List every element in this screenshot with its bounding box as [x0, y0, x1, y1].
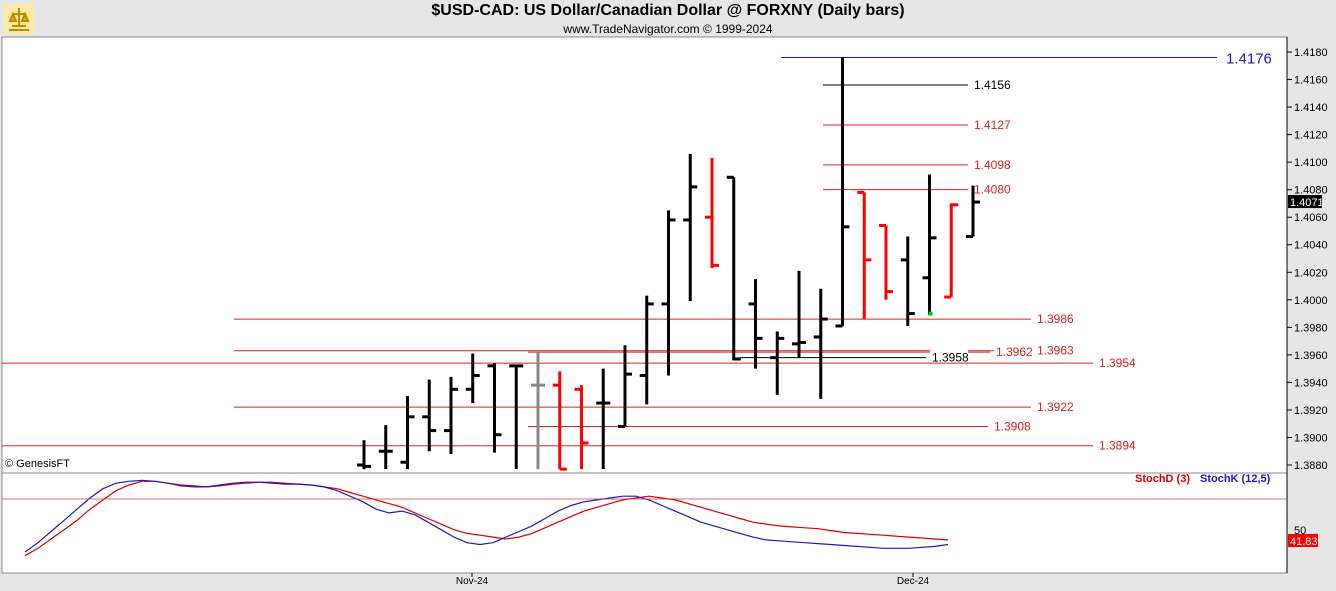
stoch-last-box	[1288, 534, 1318, 547]
stoch-last-label: 41.83	[1290, 536, 1318, 548]
y-tick-label: 1.4020	[1294, 267, 1328, 279]
ohlc-bar	[661, 210, 676, 376]
level-label: 1.3908	[994, 419, 1031, 433]
level-label-bg	[972, 181, 1010, 198]
y-tick-label: 1.4080	[1294, 185, 1328, 197]
genesis-logo-icon	[4, 4, 34, 34]
chart-title: $USD-CAD: US Dollar/Canadian Dollar @ FO…	[431, 2, 905, 19]
ohlc-bar	[639, 295, 654, 405]
ohlc-bar	[378, 425, 393, 470]
ohlc-bar	[552, 371, 567, 471]
level-label-bg	[972, 156, 1010, 173]
ohlc-bar	[618, 345, 632, 428]
y-tick-label: 1.4000	[1294, 295, 1328, 307]
level-label-bg	[1035, 342, 1073, 359]
y-tick-label: 1.3940	[1294, 377, 1328, 389]
y-tick-label: 1.3960	[1294, 350, 1328, 362]
y-tick-label: 1.3900	[1294, 432, 1328, 444]
stoch-line	[24, 479, 949, 553]
ohlc-bar	[596, 368, 611, 470]
y-tick-label: 1.3980	[1294, 322, 1328, 334]
level-label: 1.3922	[1037, 400, 1074, 414]
ohlc-bar	[509, 364, 524, 470]
level-label: 1.4080	[974, 183, 1011, 197]
ohlc-bar	[944, 203, 959, 299]
y-tick-label: 1.4040	[1294, 240, 1328, 252]
level-label-bg	[1224, 49, 1270, 66]
ohlc-bar	[835, 57, 850, 328]
level-label-bg	[1035, 311, 1073, 328]
copyright-label: © GenesisFT	[5, 458, 70, 470]
y-tick-label: 1.4180	[1294, 47, 1328, 59]
level-label-bg	[972, 116, 1010, 133]
level-label: 1.3894	[1099, 439, 1136, 453]
level-label: 1.3954	[1099, 356, 1136, 370]
level-label: 1.4156	[974, 78, 1011, 92]
stoch-line	[24, 480, 949, 557]
ohlc-bar	[792, 270, 806, 358]
ohlc-bar	[400, 396, 415, 470]
level-label: 1.4176	[1226, 51, 1272, 68]
y-tick-label: 1.4100	[1294, 157, 1328, 169]
ohlc-bar	[422, 379, 437, 452]
ohlc-bar	[444, 376, 458, 454]
level-label-bg	[1097, 437, 1135, 454]
chart-subtitle: www.TradeNavigator.com © 1999-2024	[563, 22, 773, 36]
level-label: 1.3958	[932, 351, 969, 365]
ohlc-bar	[705, 158, 719, 269]
level-label: 1.4098	[974, 158, 1011, 172]
ohlc-bar	[574, 385, 589, 470]
level-label-bg	[1097, 355, 1135, 372]
level-label-bg	[930, 349, 968, 366]
y-tick-label: 1.4060	[1294, 212, 1328, 224]
level-label-bg	[994, 344, 1032, 361]
level-label: 1.3986	[1037, 312, 1074, 326]
ohlc-bar	[813, 288, 828, 399]
y-tick-label: 1.4160	[1294, 75, 1328, 87]
ohlc-bar	[770, 331, 785, 395]
level-label-bg	[1035, 399, 1073, 416]
level-label-bg	[992, 418, 1030, 435]
signal-marker	[928, 311, 933, 316]
ohlc-bar	[748, 279, 763, 369]
last-price-label: 1.4071	[1290, 197, 1324, 209]
y-tick-label: 1.4140	[1294, 102, 1328, 114]
ohlc-bar	[683, 153, 698, 302]
ohlc-bar	[900, 236, 915, 326]
ohlc-bar	[487, 363, 502, 453]
ohlc-bar	[726, 175, 741, 361]
stochastic-panel	[1, 472, 1288, 574]
legend-stochd: StochD (3)	[1135, 473, 1190, 485]
y-tick-label: 1.3880	[1294, 460, 1328, 472]
ohlc-bar	[465, 353, 480, 404]
ohlc-bar	[966, 185, 980, 238]
last-price-box	[1288, 195, 1322, 209]
level-label: 1.3963	[1037, 344, 1074, 358]
y-tick-label: 1.4120	[1294, 130, 1328, 142]
ohlc-bar	[922, 174, 937, 315]
level-label: 1.3962	[996, 345, 1033, 359]
ohlc-bar	[357, 440, 371, 470]
ohlc-bar	[879, 223, 893, 300]
x-tick-label: Dec-24	[897, 576, 930, 587]
level-label: 1.4127	[974, 118, 1011, 132]
legend-stochk: StochK (12,5)	[1200, 473, 1271, 485]
ohlc-bar	[857, 190, 872, 320]
x-tick-label: Nov-24	[456, 576, 489, 587]
ohlc-bar	[531, 352, 545, 470]
y-tick-label: 1.3920	[1294, 405, 1328, 417]
level-label-bg	[972, 77, 1010, 94]
